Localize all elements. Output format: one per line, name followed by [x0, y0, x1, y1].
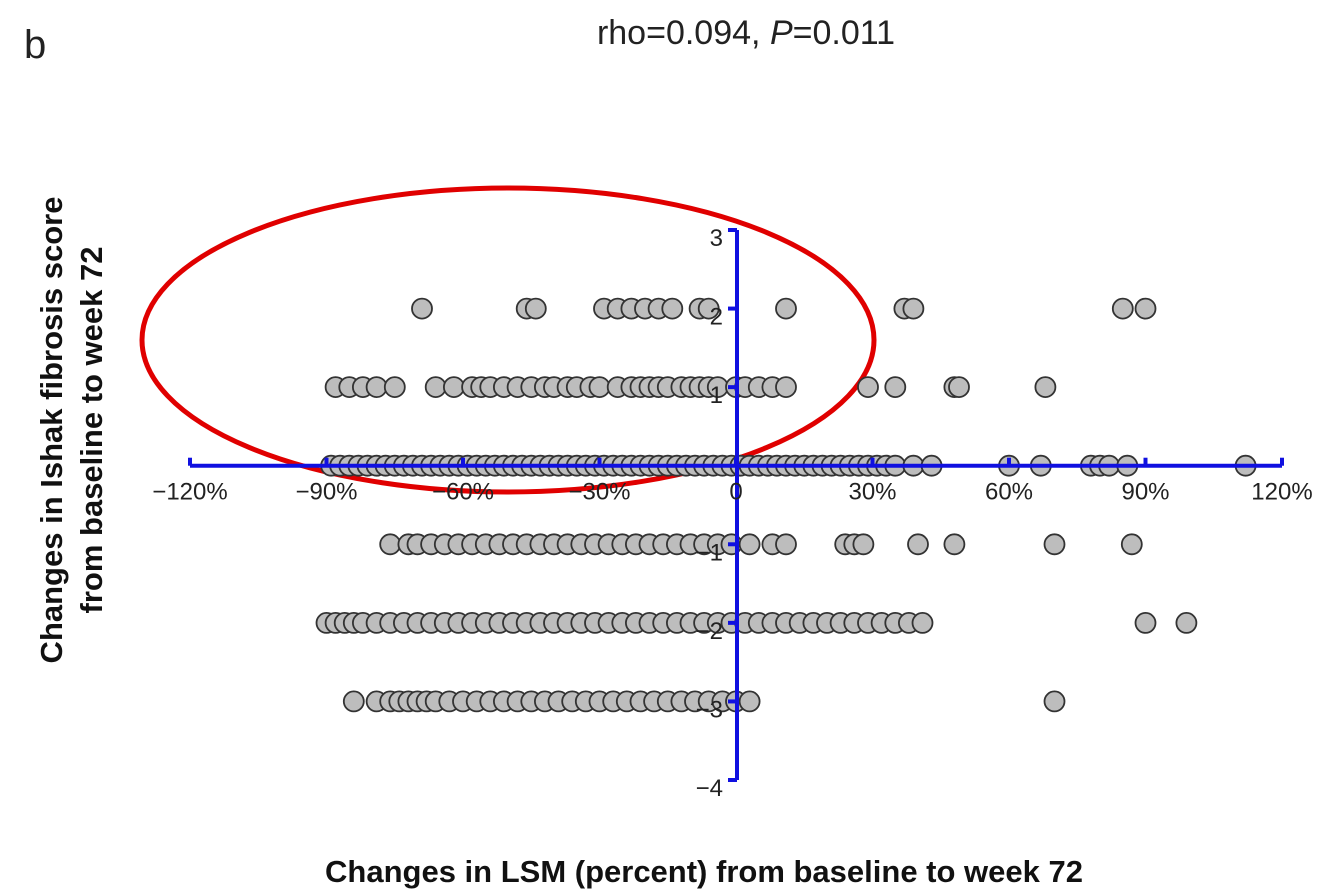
x-tick-label: −30%	[568, 479, 630, 506]
data-point	[948, 376, 970, 399]
y-tick-label: 3	[710, 225, 723, 252]
data-point	[943, 533, 966, 556]
x-tick-label: −120%	[152, 479, 227, 506]
y-tick-label: 2	[710, 304, 723, 331]
data-point	[775, 297, 797, 320]
data-point	[738, 533, 761, 556]
y-axis-title-line-1: Changes in Ishak fibrosis score	[34, 197, 69, 664]
data-point	[1120, 533, 1143, 556]
y-tick-label: −1	[696, 539, 723, 566]
chart-title-rho: rho=0.094,	[597, 14, 770, 52]
y-axis-title-line-2: from baseline to week 72	[74, 247, 109, 614]
x-tick-label: 0	[729, 479, 742, 506]
x-tick-label: 120%	[1251, 479, 1312, 506]
data-point	[907, 533, 929, 556]
chart-title: rho=0.094, P=0.011	[597, 14, 895, 52]
data-point	[365, 376, 388, 399]
data-point	[411, 297, 433, 320]
data-point	[524, 297, 547, 320]
data-point	[884, 376, 907, 399]
data-point	[775, 376, 797, 399]
data-point	[661, 297, 684, 320]
data-point	[911, 612, 934, 634]
points-layer	[315, 297, 1257, 713]
y-tick-label: −3	[696, 696, 723, 723]
data-point	[383, 376, 406, 399]
data-point	[588, 376, 611, 399]
x-tick-label: −60%	[432, 479, 494, 506]
y-tick-label: 1	[710, 382, 723, 409]
highlight-ellipse	[139, 185, 877, 495]
data-point	[1175, 612, 1198, 634]
data-point	[852, 533, 875, 556]
x-tick-label: −90%	[295, 479, 357, 506]
data-point	[857, 376, 879, 399]
data-point	[424, 376, 447, 399]
data-point	[775, 533, 797, 556]
data-point	[1134, 297, 1157, 320]
annotation-layer	[139, 185, 877, 495]
y-tick-label: −2	[696, 618, 723, 645]
data-point	[1043, 690, 1066, 713]
x-tick-label: 30%	[848, 479, 896, 506]
x-axis-title: Changes in LSM (percent) from baseline t…	[325, 854, 1083, 889]
data-point	[442, 376, 465, 399]
data-point	[1111, 297, 1134, 320]
data-point	[1034, 376, 1057, 399]
axes-layer	[188, 228, 1284, 782]
x-tick-label: 60%	[985, 479, 1033, 506]
data-point	[342, 690, 365, 713]
tick-labels-layer: −120% −90% −60% −30% 0 30% 60% 90% 120% 3 2 1 −1 −2 −3…	[152, 225, 1312, 802]
y-tick-label: −4	[696, 775, 723, 802]
panel-letter: b	[24, 23, 46, 67]
x-tick-label: 90%	[1121, 479, 1169, 506]
chart-title-p-value: =0.011	[793, 14, 895, 52]
data-point	[697, 297, 720, 320]
data-point	[738, 690, 761, 713]
data-point	[379, 533, 402, 556]
data-point	[1134, 612, 1157, 634]
data-point	[902, 297, 925, 320]
y-axis-title: Changes in Ishak fibrosis score from bas…	[34, 197, 109, 664]
data-point	[1043, 533, 1066, 556]
chart-title-p-letter: P	[770, 14, 793, 52]
